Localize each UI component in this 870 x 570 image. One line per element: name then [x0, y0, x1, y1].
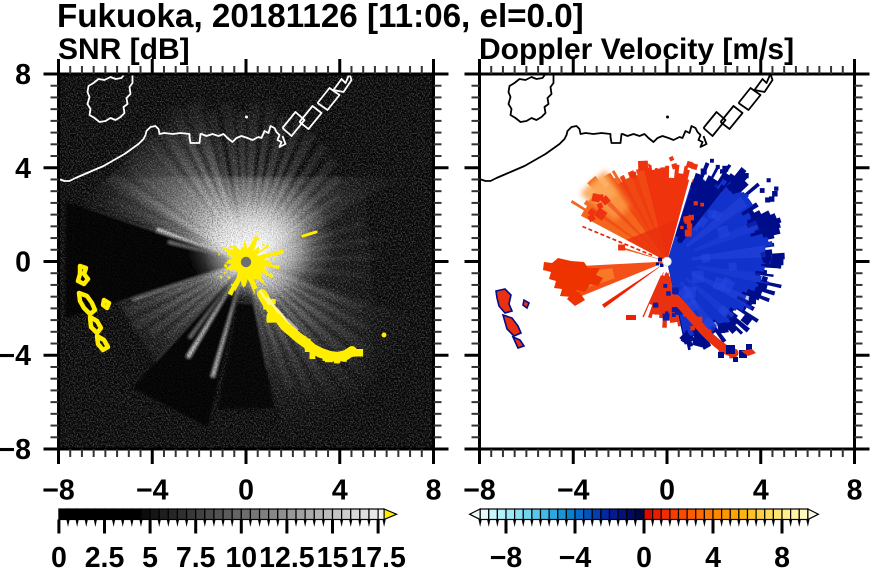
- svg-text:5: 5: [142, 542, 158, 570]
- svg-text:15: 15: [317, 542, 349, 570]
- svg-text:Fukuoka, 20181126 [11:06, el=0: Fukuoka, 20181126 [11:06, el=0.0]: [57, 0, 584, 35]
- svg-text:4: 4: [705, 542, 721, 570]
- svg-text:4: 4: [753, 475, 769, 507]
- svg-text:−8: −8: [42, 475, 75, 507]
- svg-text:−4: −4: [136, 475, 169, 507]
- svg-text:Doppler Velocity [m/s]: Doppler Velocity [m/s]: [479, 33, 794, 66]
- svg-text:0: 0: [15, 247, 31, 279]
- svg-text:−4: −4: [559, 542, 592, 570]
- svg-text:8: 8: [774, 542, 790, 570]
- svg-text:−8: −8: [490, 542, 523, 570]
- svg-text:8: 8: [15, 59, 31, 91]
- svg-text:8: 8: [426, 475, 442, 507]
- svg-text:−8: −8: [0, 434, 31, 466]
- svg-text:4: 4: [15, 153, 31, 185]
- svg-text:−8: −8: [463, 475, 496, 507]
- svg-text:−4: −4: [557, 475, 590, 507]
- svg-text:0: 0: [238, 475, 254, 507]
- svg-text:−4: −4: [0, 340, 31, 372]
- svg-text:0: 0: [51, 542, 67, 570]
- svg-text:2.5: 2.5: [85, 542, 125, 570]
- svg-text:17.5: 17.5: [350, 542, 406, 570]
- svg-text:12.5: 12.5: [259, 542, 315, 570]
- svg-text:0: 0: [636, 542, 652, 570]
- svg-text:0: 0: [659, 475, 675, 507]
- svg-text:7.5: 7.5: [176, 542, 216, 570]
- svg-text:SNR [dB]: SNR [dB]: [58, 33, 190, 66]
- svg-text:4: 4: [332, 475, 348, 507]
- svg-text:8: 8: [847, 475, 863, 507]
- svg-text:10: 10: [225, 542, 257, 570]
